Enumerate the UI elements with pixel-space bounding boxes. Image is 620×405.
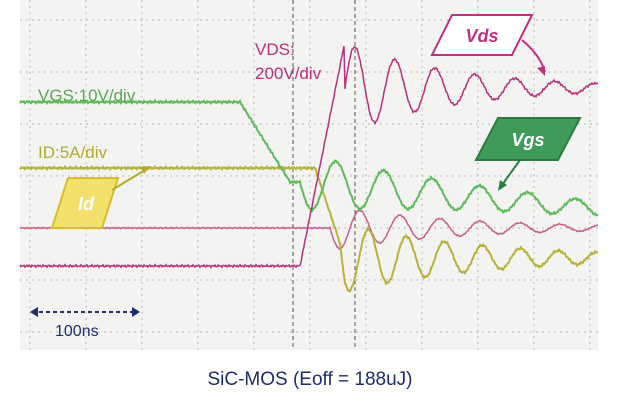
vgs-tag-arrowhead: [498, 180, 507, 191]
vds-scale-label: 200V/div: [255, 64, 322, 83]
vgs-scale-label: VGS:10V/div: [38, 86, 136, 105]
id-tag-box: [50, 177, 120, 229]
time-scale-label: 100ns: [55, 323, 99, 340]
vgs-tag-arrow: [501, 159, 521, 186]
id-tag-arrow: [111, 169, 146, 191]
id-scale-label: ID:5A/div: [38, 143, 107, 162]
scope-screen: [20, 0, 598, 350]
vds-tag: Vds: [465, 26, 498, 46]
vds-offset-trace: [19, 209, 598, 250]
id-waveform: [19, 164, 599, 293]
vgs-tag: Vgs: [511, 130, 544, 150]
id-tag-arrowhead: [140, 166, 150, 174]
vds-tag-arrowhead: [537, 66, 545, 76]
id-tag: Id: [78, 194, 95, 214]
vds-scale-label: VDS:: [255, 40, 295, 59]
vds-waveform: [19, 45, 599, 269]
vgs-waveform: [19, 98, 599, 217]
caption: SiC-MOS (Eoff = 188uJ): [207, 369, 412, 390]
vds-tag-box: [430, 14, 534, 56]
vgs-tag-box: [474, 117, 582, 161]
